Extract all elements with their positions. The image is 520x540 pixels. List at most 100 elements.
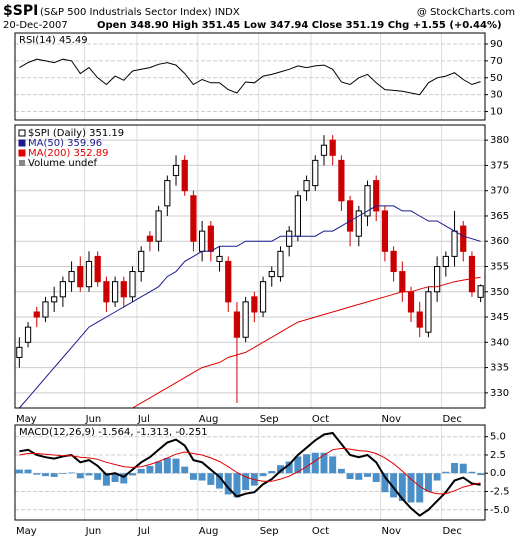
x-tick-label: Nov — [382, 526, 402, 537]
candle-body — [94, 255, 101, 283]
candle-body — [207, 225, 214, 252]
y-tick-label: 335 — [490, 363, 509, 374]
histogram-bar — [33, 473, 41, 475]
histogram-bar — [111, 473, 119, 482]
histogram-bar — [59, 473, 67, 474]
histogram-bar — [68, 472, 76, 474]
x-tick-label: Oct — [312, 526, 329, 537]
histogram-bar — [76, 473, 84, 479]
legend-swatch — [18, 149, 26, 157]
candle-body — [199, 230, 206, 252]
candle-body — [312, 159, 319, 187]
candle-body — [242, 301, 249, 338]
candle-body — [468, 255, 476, 293]
y-tick-label: 355 — [490, 262, 509, 273]
y-tick-label: 2.5 — [490, 450, 506, 461]
candle-body — [51, 296, 58, 303]
candle-body — [251, 296, 258, 313]
histogram-bar — [303, 454, 311, 474]
histogram-bar — [294, 456, 302, 474]
y-tick-label: 0.0 — [490, 468, 506, 479]
y-tick-label: 365 — [490, 211, 509, 222]
x-tick-label: May — [16, 526, 37, 537]
histogram-bar — [390, 473, 398, 498]
candle-body — [364, 185, 371, 217]
candle-body — [216, 255, 223, 262]
candle-body — [460, 225, 467, 252]
histogram-bar — [364, 473, 371, 477]
panel-frame — [14, 124, 486, 409]
candle-body — [77, 266, 84, 288]
histogram-bar — [242, 473, 250, 491]
histogram-bar — [233, 473, 241, 498]
histogram-bar — [442, 471, 450, 474]
histogram-bar — [198, 473, 206, 481]
candle-body — [16, 346, 23, 358]
candle-body — [477, 285, 484, 298]
index-name: (S&P 500 Industrials Sector Index) INDX — [40, 7, 240, 18]
date: 20-Dec-2007 — [3, 20, 68, 31]
x-tick-label: Dec — [442, 526, 461, 537]
y-tick-label: 340 — [490, 337, 509, 348]
candle-body — [294, 195, 301, 237]
candle-body — [329, 139, 336, 156]
y-tick-label: 5.0 — [490, 432, 506, 443]
y-tick-label: 70 — [490, 56, 503, 67]
panel-title: MACD(12,26,9) -1.564, -1.313, -0.251 — [19, 427, 208, 438]
candle-body — [129, 271, 136, 298]
candle-body — [225, 260, 232, 303]
y-tick-label: 375 — [490, 160, 509, 171]
candle-body — [120, 281, 127, 298]
y-tick-label: 330 — [490, 388, 509, 399]
legend-label: MA(50) 359.96 — [28, 138, 102, 149]
candle-body — [181, 159, 188, 192]
macd-line — [19, 447, 481, 495]
x-tick-label: Aug — [199, 414, 219, 425]
candle-body — [442, 255, 449, 267]
y-tick-label: 380 — [490, 135, 509, 146]
candle-body — [146, 235, 154, 242]
x-tick-label: Sep — [260, 414, 279, 425]
y-tick-label: 10 — [490, 107, 503, 118]
candle-body — [390, 250, 397, 273]
legend-label: $SPI (Daily) 351.19 — [28, 128, 124, 139]
x-tick-label: Sep — [260, 526, 279, 537]
candle-body — [111, 281, 119, 303]
candle-body — [320, 144, 328, 156]
plot-area — [15, 125, 485, 408]
legend-label: MA(200) 352.89 — [28, 148, 109, 159]
histogram-bar — [41, 473, 49, 477]
histogram-bar — [129, 473, 136, 476]
histogram-bar — [276, 465, 284, 474]
histogram-bar — [468, 471, 476, 474]
x-tick-label: Aug — [199, 526, 219, 537]
y-tick-label: 50 — [490, 73, 503, 84]
volume-label: Volume undef — [28, 158, 98, 169]
y-tick-label: 30 — [490, 90, 503, 101]
candle-body — [42, 301, 49, 318]
y-tick-label: 350 — [490, 287, 509, 298]
histogram-bar — [268, 471, 276, 474]
candle-body — [338, 159, 345, 202]
histogram-bar — [285, 461, 293, 474]
histogram-bar — [459, 463, 467, 474]
histogram-bar — [259, 473, 267, 477]
histogram-bar — [85, 473, 93, 476]
candle-body — [172, 164, 180, 177]
histogram-bar — [398, 473, 406, 501]
x-tick-label: Jul — [137, 526, 150, 537]
candle-body — [286, 230, 293, 247]
candle-body — [33, 311, 40, 318]
histogram-bar — [172, 458, 180, 474]
histogram-bar — [451, 463, 459, 474]
x-tick-label: Nov — [382, 414, 402, 425]
candle-body — [103, 281, 110, 303]
candle-body — [259, 281, 267, 313]
candle-body — [155, 210, 162, 242]
panel-title: RSI(14) 45.49 — [19, 35, 88, 46]
source: @ StockCharts.com — [417, 7, 515, 18]
histogram-bar — [94, 473, 102, 480]
x-tick-label: Dec — [442, 414, 461, 425]
plot-area — [15, 33, 485, 120]
histogram-bar — [337, 468, 345, 474]
